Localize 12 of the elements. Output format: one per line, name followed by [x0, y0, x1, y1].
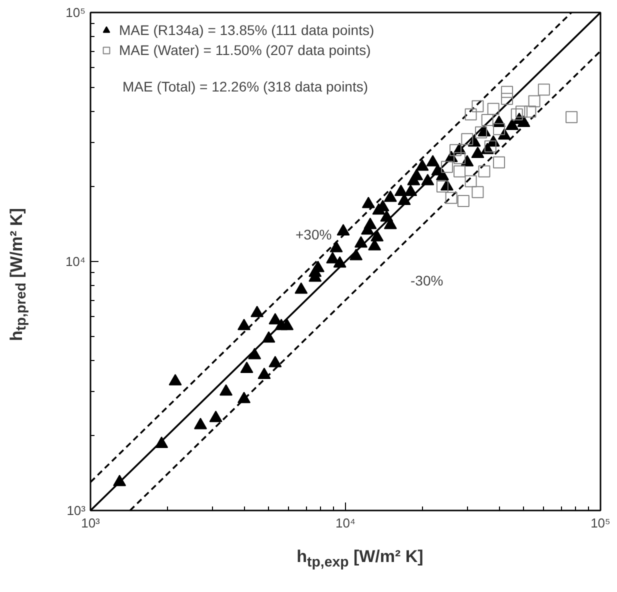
y-tick-label: 10⁴ [65, 254, 86, 269]
annotation: +30% [296, 226, 332, 242]
annotation: -30% [410, 272, 444, 288]
x-tick-label: 10⁵ [590, 516, 610, 530]
y-tick-label: 10⁵ [66, 5, 86, 20]
x-tick-label: 10⁴ [335, 516, 356, 530]
x-tick-label: 10³ [81, 516, 101, 530]
y-tick-label: 10³ [66, 503, 86, 518]
legend-label: MAE (Water) = 11.50% (207 data points) [119, 42, 371, 58]
annotation: MAE (Total) = 12.26% (318 data points) [122, 78, 368, 94]
x-axis-title: h$_{tp,exp}$ [W/m² K] [296, 546, 424, 572]
legend-label: MAE (R134a) = 13.85% (111 data points) [119, 22, 374, 38]
